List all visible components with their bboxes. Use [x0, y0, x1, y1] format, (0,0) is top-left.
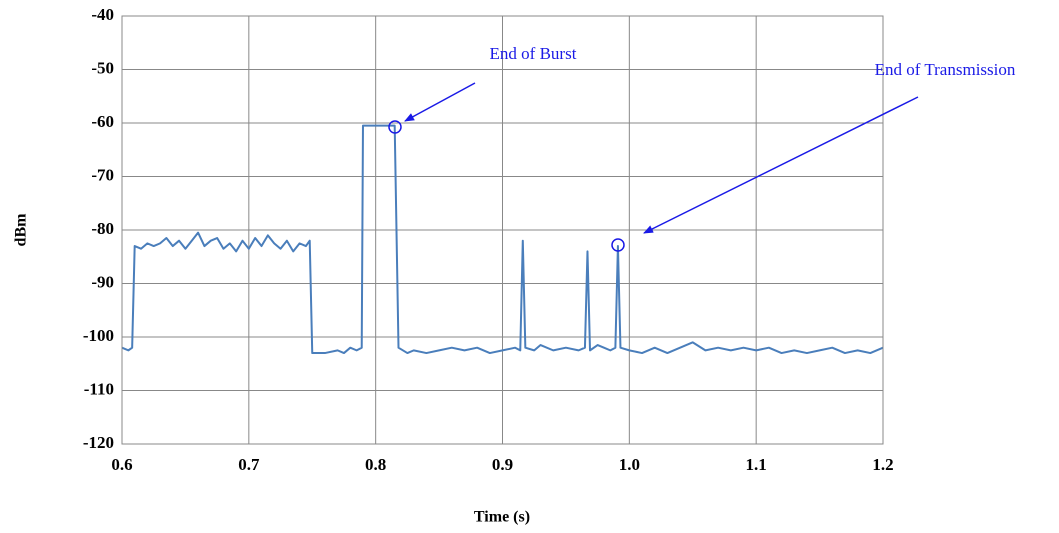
x-tick-label: 1.2 — [872, 455, 893, 474]
x-tick-label: 0.7 — [238, 455, 260, 474]
annotation-circle — [611, 238, 625, 252]
y-tick-label: -120 — [83, 433, 114, 452]
x-tick-label: 1.1 — [746, 455, 767, 474]
annotation-circle — [388, 120, 402, 134]
x-tick-label: 0.6 — [111, 455, 132, 474]
x-tick-label: 0.9 — [492, 455, 513, 474]
y-tick-label: -40 — [91, 5, 114, 24]
y-tick-label: -110 — [84, 379, 114, 398]
y-tick-label: -60 — [91, 112, 114, 131]
plot-frame — [121, 15, 884, 445]
y-axis-label: dBm — [13, 213, 30, 247]
annotation-arrow — [643, 96, 919, 234]
y-tick-label: -70 — [91, 165, 114, 184]
x-tick-label: 0.8 — [365, 455, 386, 474]
y-tick-label: -90 — [91, 272, 114, 291]
x-tick-label: 1.0 — [619, 455, 640, 474]
data-line — [121, 124, 884, 355]
x-axis-label: Time (s) — [474, 509, 530, 526]
y-tick-label: -100 — [83, 326, 114, 345]
annotation-arrow — [404, 82, 476, 122]
annotation: End of Transmission — [875, 60, 1016, 79]
y-tick-label: -80 — [91, 219, 114, 238]
annotation: End of Burst — [490, 44, 577, 63]
y-tick-label: -50 — [91, 58, 114, 77]
